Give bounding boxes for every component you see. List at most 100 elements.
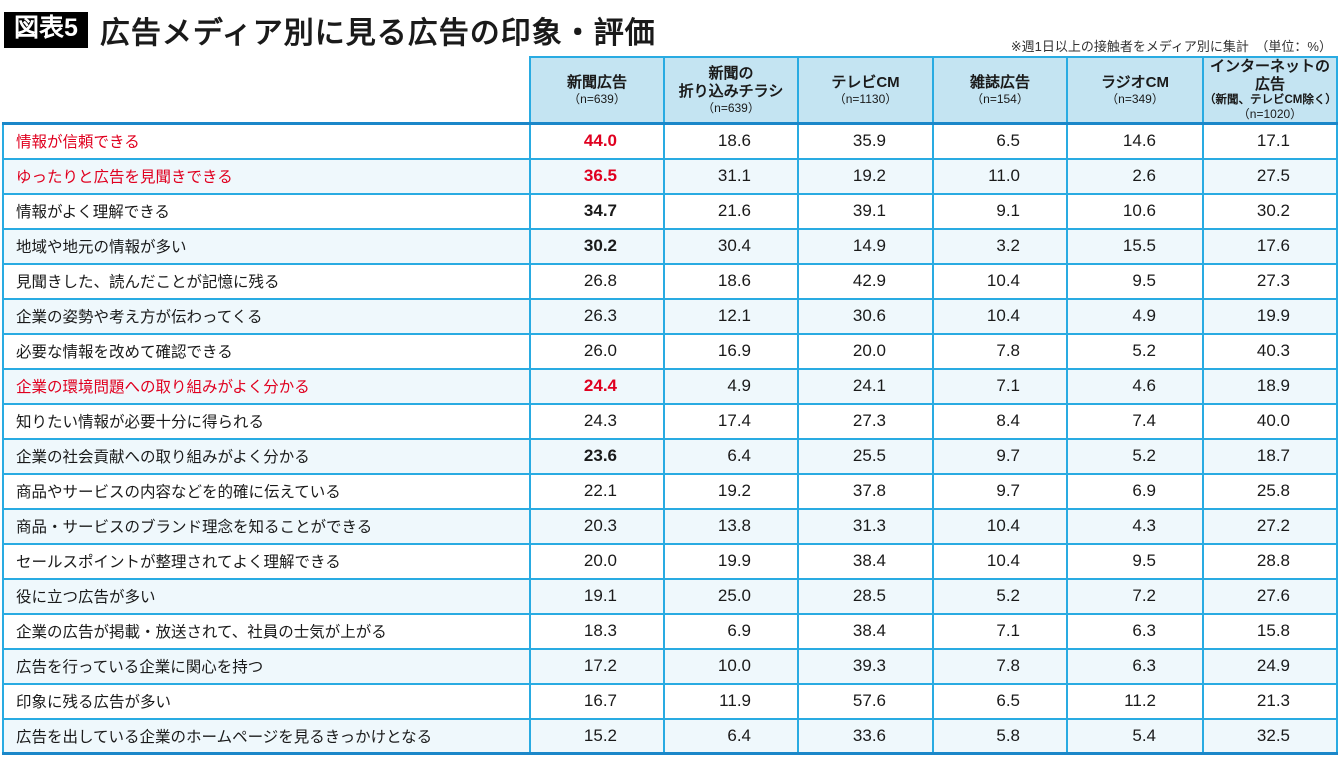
table-row: 商品・サービスのブランド理念を知ることができる 20.3 13.8 31.3 10.4 4…	[2, 507, 1338, 545]
row-label: 広告を出している企業のホームページを見るきっかけとなる	[2, 717, 531, 756]
table-body: 情報が信頼できる 44.0 18.6 35.9 6.5 14.6 17.1 ゆったりと広告を見…	[2, 122, 1338, 756]
value-cell: 34.7	[529, 192, 665, 230]
value-cell: 4.3	[1066, 507, 1204, 545]
col-header-label: 新聞広告	[566, 73, 627, 91]
col-header-n: （n=154）	[971, 91, 1029, 106]
value-cell: 5.2	[1066, 437, 1204, 475]
table-row: 企業の姿勢や考え方が伝わってくる 26.3 12.1 30.6 10.4 4.9 19.9	[2, 297, 1338, 335]
value-cell: 5.2	[932, 577, 1068, 615]
value-cell: 39.3	[797, 647, 934, 685]
value-cell: 19.9	[663, 542, 799, 580]
row-label: 地域や地元の情報が多い	[2, 227, 531, 265]
row-label: セールスポイントが整理されてよく理解できる	[2, 542, 531, 580]
value-cell: 15.2	[529, 717, 665, 756]
value-cell: 4.9	[663, 367, 799, 405]
row-label: 情報が信頼できる	[2, 122, 531, 160]
value-cell: 18.6	[663, 122, 799, 160]
row-label: 役に立つ広告が多い	[2, 577, 531, 615]
value-cell: 27.3	[1202, 262, 1338, 300]
col-header-newspaper-insert: 新聞の 折り込みチラシ （n=639）	[663, 56, 799, 126]
value-cell: 20.0	[529, 542, 665, 580]
value-cell: 6.4	[663, 437, 799, 475]
table-row: 企業の環境問題への取り組みがよく分かる 24.4 4.9 24.1 7.1 4.6 18.9	[2, 367, 1338, 405]
value-cell: 17.2	[529, 647, 665, 685]
value-cell: 44.0	[529, 122, 665, 160]
row-label: 企業の姿勢や考え方が伝わってくる	[2, 297, 531, 335]
value-cell: 6.3	[1066, 612, 1204, 650]
value-cell: 26.8	[529, 262, 665, 300]
col-header-sub: （新聞、テレビCM除く）	[1204, 94, 1337, 106]
value-cell: 11.2	[1066, 682, 1204, 720]
value-cell: 31.3	[797, 507, 934, 545]
table-row: セールスポイントが整理されてよく理解できる 20.0 19.9 38.4 10.4 9.5…	[2, 542, 1338, 580]
value-cell: 7.4	[1066, 402, 1204, 440]
row-label: 見聞きした、読んだことが記憶に残る	[2, 262, 531, 300]
value-cell: 27.2	[1202, 507, 1338, 545]
value-cell: 40.0	[1202, 402, 1338, 440]
value-cell: 27.5	[1202, 157, 1338, 195]
value-cell: 2.6	[1066, 157, 1204, 195]
value-cell: 7.8	[932, 647, 1068, 685]
value-cell: 14.9	[797, 227, 934, 265]
row-label: 知りたい情報が必要十分に得られる	[2, 402, 531, 440]
row-label: 情報がよく理解できる	[2, 192, 531, 230]
value-cell: 19.1	[529, 577, 665, 615]
value-cell: 13.8	[663, 507, 799, 545]
row-label: ゆったりと広告を見聞きできる	[2, 157, 531, 195]
value-cell: 27.6	[1202, 577, 1338, 615]
figure-title-row: 図表5 広告メディア別に見る広告の印象・評価	[0, 0, 1340, 52]
value-cell: 9.1	[932, 192, 1068, 230]
row-label: 広告を行っている企業に関心を持つ	[2, 647, 531, 685]
value-cell: 6.4	[663, 717, 799, 756]
header-row: 新聞広告 （n=639） 新聞の 折り込みチラシ （n=639） テレビCM （…	[3, 56, 1338, 126]
value-cell: 9.7	[932, 437, 1068, 475]
value-cell: 7.1	[932, 367, 1068, 405]
value-cell: 24.1	[797, 367, 934, 405]
value-cell: 9.5	[1066, 262, 1204, 300]
value-cell: 32.5	[1202, 717, 1338, 756]
row-label: 企業の環境問題への取り組みがよく分かる	[2, 367, 531, 405]
row-label: 商品・サービスのブランド理念を知ることができる	[2, 507, 531, 545]
value-cell: 25.8	[1202, 472, 1338, 510]
value-cell: 39.1	[797, 192, 934, 230]
value-cell: 21.6	[663, 192, 799, 230]
value-cell: 11.0	[932, 157, 1068, 195]
value-cell: 10.4	[932, 507, 1068, 545]
value-cell: 18.9	[1202, 367, 1338, 405]
corner-cell	[3, 57, 531, 126]
value-cell: 12.1	[663, 297, 799, 335]
value-cell: 42.9	[797, 262, 934, 300]
col-header-label: 新聞の 折り込みチラシ	[678, 64, 784, 100]
value-cell: 30.6	[797, 297, 934, 335]
value-cell: 38.4	[797, 612, 934, 650]
value-cell: 4.9	[1066, 297, 1204, 335]
value-cell: 17.6	[1202, 227, 1338, 265]
value-cell: 16.7	[529, 682, 665, 720]
col-header-n: （n=349）	[1106, 91, 1164, 106]
value-cell: 17.1	[1202, 122, 1338, 160]
value-cell: 18.7	[1202, 437, 1338, 475]
table-row: 情報が信頼できる 44.0 18.6 35.9 6.5 14.6 17.1	[2, 122, 1338, 160]
value-cell: 6.9	[663, 612, 799, 650]
table-row: ゆったりと広告を見聞きできる 36.5 31.1 19.2 11.0 2.6 27.5	[2, 157, 1338, 195]
col-header-label: インターネットの広告	[1209, 58, 1330, 93]
value-cell: 19.9	[1202, 297, 1338, 335]
value-cell: 25.0	[663, 577, 799, 615]
value-cell: 57.6	[797, 682, 934, 720]
value-cell: 5.2	[1066, 332, 1204, 370]
value-cell: 30.4	[663, 227, 799, 265]
value-cell: 18.6	[663, 262, 799, 300]
value-cell: 40.3	[1202, 332, 1338, 370]
row-label: 商品やサービスの内容などを的確に伝えている	[2, 472, 531, 510]
value-cell: 10.0	[663, 647, 799, 685]
footnote: ※週1日以上の接触者をメディア別に集計 （単位：%）	[1010, 39, 1332, 54]
value-cell: 35.9	[797, 122, 934, 160]
table-row: 企業の社会貢献への取り組みがよく分かる 23.6 6.4 25.5 9.7 5.2 18.7	[2, 437, 1338, 475]
value-cell: 20.0	[797, 332, 934, 370]
value-cell: 9.7	[932, 472, 1068, 510]
col-header-radio-cm: ラジオCM （n=349）	[1066, 56, 1204, 126]
value-cell: 37.8	[797, 472, 934, 510]
value-cell: 7.2	[1066, 577, 1204, 615]
table-row: 広告を行っている企業に関心を持つ 17.2 10.0 39.3 7.8 6.3 24.9	[2, 647, 1338, 685]
